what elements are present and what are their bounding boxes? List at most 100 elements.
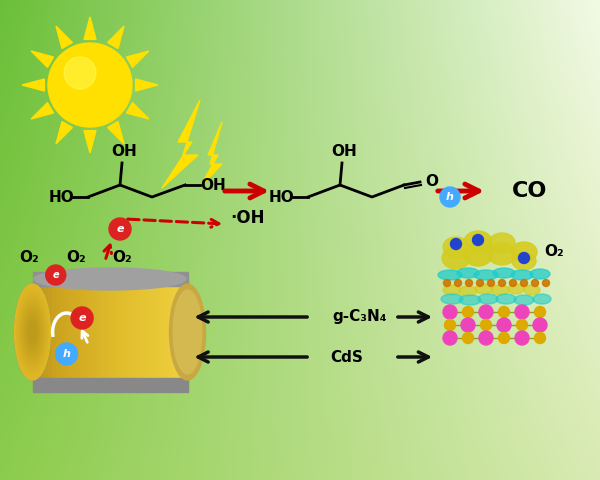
Ellipse shape [488, 243, 516, 265]
Circle shape [509, 279, 517, 287]
Circle shape [463, 333, 473, 344]
Circle shape [71, 307, 93, 329]
Circle shape [476, 279, 484, 287]
Bar [164, 284, 169, 380]
Circle shape [499, 279, 505, 287]
Circle shape [518, 252, 530, 264]
Polygon shape [56, 26, 73, 48]
Circle shape [479, 305, 493, 319]
Polygon shape [84, 131, 96, 153]
Circle shape [515, 305, 529, 319]
Ellipse shape [20, 298, 46, 366]
Bar [98, 284, 103, 380]
Circle shape [499, 333, 509, 344]
Bar [172, 284, 176, 380]
Bar [95, 284, 99, 380]
Bar [114, 284, 118, 380]
Circle shape [461, 318, 475, 332]
Circle shape [533, 318, 547, 332]
Text: OH: OH [200, 178, 226, 192]
Circle shape [542, 279, 550, 287]
Text: h: h [62, 349, 71, 359]
Ellipse shape [463, 242, 493, 266]
Ellipse shape [457, 268, 479, 278]
Ellipse shape [496, 294, 516, 304]
Text: e: e [116, 224, 124, 234]
Circle shape [481, 320, 491, 331]
Polygon shape [162, 100, 200, 188]
Circle shape [521, 279, 527, 287]
Ellipse shape [17, 291, 48, 373]
Ellipse shape [474, 270, 498, 280]
Ellipse shape [26, 314, 39, 349]
Polygon shape [107, 121, 124, 144]
Text: ·OH: ·OH [231, 209, 265, 227]
Ellipse shape [459, 295, 481, 305]
Bar [48, 284, 52, 380]
Circle shape [64, 57, 96, 89]
Polygon shape [127, 51, 149, 67]
Bar [157, 284, 161, 380]
Circle shape [487, 279, 494, 287]
Bar [91, 284, 95, 380]
Ellipse shape [443, 285, 461, 295]
Ellipse shape [511, 270, 533, 280]
Bar [176, 284, 180, 380]
Ellipse shape [533, 294, 551, 304]
Circle shape [497, 318, 511, 332]
Ellipse shape [14, 284, 50, 380]
Bar [79, 284, 83, 380]
Bar [44, 284, 49, 380]
Ellipse shape [443, 237, 469, 257]
Circle shape [466, 279, 473, 287]
Ellipse shape [530, 269, 550, 279]
Bar [145, 284, 149, 380]
Ellipse shape [21, 301, 44, 363]
Ellipse shape [22, 304, 43, 360]
Circle shape [109, 218, 131, 240]
Circle shape [535, 307, 545, 317]
Text: g-C₃N₄: g-C₃N₄ [333, 310, 387, 324]
Ellipse shape [29, 322, 37, 343]
Bar [168, 284, 173, 380]
Circle shape [443, 279, 451, 287]
Bar [149, 284, 153, 380]
Ellipse shape [441, 294, 463, 304]
Circle shape [479, 331, 493, 345]
Ellipse shape [508, 284, 524, 294]
Bar [32, 378, 187, 392]
Circle shape [48, 43, 132, 127]
Text: CdS: CdS [331, 349, 364, 364]
Bar [125, 284, 130, 380]
Circle shape [455, 279, 461, 287]
Ellipse shape [23, 308, 41, 356]
Polygon shape [136, 79, 158, 91]
Bar [106, 284, 110, 380]
Text: OH: OH [331, 144, 357, 159]
Polygon shape [127, 103, 149, 119]
Bar [152, 284, 157, 380]
Polygon shape [200, 122, 222, 187]
Circle shape [535, 333, 545, 344]
Ellipse shape [524, 285, 540, 295]
Circle shape [443, 331, 457, 345]
Ellipse shape [27, 318, 38, 346]
Text: CO: CO [512, 181, 548, 201]
Polygon shape [31, 103, 53, 119]
Ellipse shape [512, 252, 536, 270]
Ellipse shape [478, 294, 498, 304]
Text: O: O [425, 173, 439, 189]
Bar [67, 284, 72, 380]
Bar [122, 284, 126, 380]
Bar [32, 284, 37, 380]
Bar [141, 284, 145, 380]
Ellipse shape [34, 268, 186, 290]
Bar [160, 284, 165, 380]
Ellipse shape [438, 270, 462, 280]
Ellipse shape [493, 268, 515, 278]
Circle shape [445, 320, 455, 331]
Ellipse shape [173, 290, 202, 374]
Polygon shape [31, 51, 53, 67]
Circle shape [473, 235, 484, 245]
Text: HO: HO [269, 190, 295, 204]
